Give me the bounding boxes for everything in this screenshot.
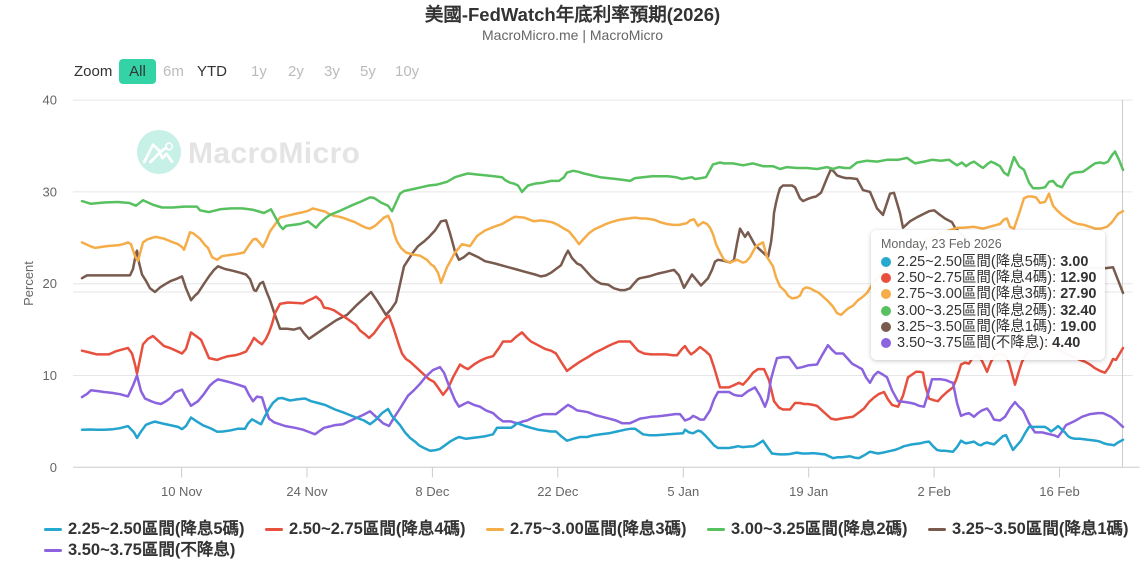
svg-text:10 Nov: 10 Nov: [161, 484, 203, 499]
svg-text:2 Feb: 2 Feb: [917, 484, 950, 499]
svg-text:19 Jan: 19 Jan: [789, 484, 828, 499]
svg-text:8 Dec: 8 Dec: [415, 484, 449, 499]
svg-text:16 Feb: 16 Feb: [1039, 484, 1079, 499]
svg-text:MacroMicro: MacroMicro: [188, 137, 360, 170]
svg-text:Percent: Percent: [21, 261, 36, 306]
svg-text:30: 30: [43, 184, 57, 199]
svg-text:5 Jan: 5 Jan: [667, 484, 699, 499]
svg-text:40: 40: [43, 93, 57, 108]
svg-text:20: 20: [43, 276, 57, 291]
svg-text:24 Nov: 24 Nov: [286, 484, 328, 499]
svg-text:10: 10: [43, 368, 57, 383]
svg-text:0: 0: [50, 460, 57, 475]
svg-text:22 Dec: 22 Dec: [537, 484, 579, 499]
